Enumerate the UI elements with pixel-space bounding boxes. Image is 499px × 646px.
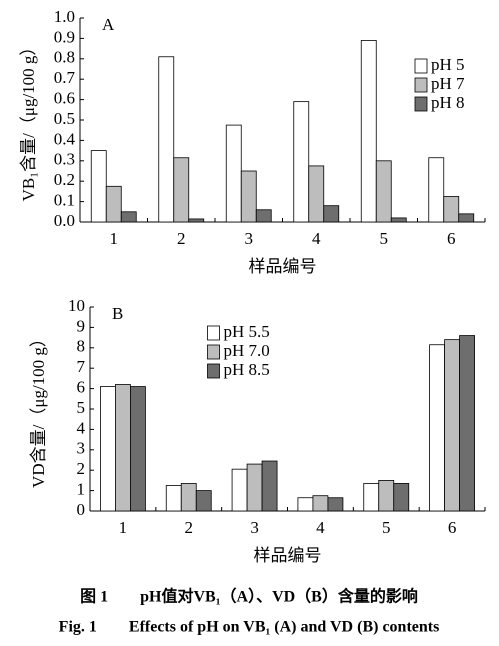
bar bbox=[173, 157, 190, 223]
bar bbox=[458, 213, 475, 223]
bar bbox=[428, 157, 445, 223]
bar bbox=[459, 335, 475, 512]
x-tick-label: 4 bbox=[316, 518, 325, 537]
x-tick-label: 1 bbox=[119, 518, 128, 537]
panel-label: B bbox=[112, 304, 123, 323]
legend-label: pH 8.5 bbox=[224, 360, 270, 379]
legend-swatch bbox=[414, 77, 428, 93]
legend-label: pH 5 bbox=[431, 55, 465, 74]
legend-label: pH 7.0 bbox=[224, 341, 270, 360]
y-tick-label: 0 bbox=[77, 500, 86, 519]
bar bbox=[261, 460, 278, 512]
bar bbox=[188, 218, 205, 223]
bar bbox=[312, 495, 329, 512]
bar bbox=[105, 185, 122, 223]
x-tick-label: 5 bbox=[382, 518, 391, 537]
bar bbox=[180, 483, 197, 512]
bar bbox=[375, 160, 392, 223]
bar bbox=[393, 483, 410, 512]
x-tick-label: 2 bbox=[185, 518, 194, 537]
bar bbox=[240, 170, 257, 223]
x-axis-label: 样品编号 bbox=[254, 546, 322, 565]
bar bbox=[429, 344, 445, 512]
y-axis-label: VD含量/（μg/100 g） bbox=[29, 330, 48, 488]
y-tick-label: 2 bbox=[77, 459, 86, 478]
bar bbox=[195, 490, 212, 512]
x-axis-label: 样品编号 bbox=[249, 257, 317, 276]
legend-label: pH 7 bbox=[431, 74, 465, 93]
legend-label: pH 5.5 bbox=[224, 322, 270, 341]
y-tick-label: 3 bbox=[77, 439, 86, 458]
x-tick-label: 2 bbox=[177, 229, 186, 248]
x-tick-label: 6 bbox=[448, 518, 457, 537]
bar bbox=[120, 211, 137, 223]
bar bbox=[444, 339, 460, 512]
y-tick-label: 0.4 bbox=[54, 129, 76, 148]
x-tick-label: 3 bbox=[245, 229, 254, 248]
bar bbox=[327, 497, 344, 512]
x-tick-label: 1 bbox=[110, 229, 119, 248]
bar bbox=[231, 468, 248, 512]
legend-swatch bbox=[414, 58, 428, 74]
y-tick-label: 0.7 bbox=[54, 68, 76, 87]
legend-swatch bbox=[414, 96, 428, 112]
y-tick-label: 8 bbox=[77, 337, 86, 356]
bar bbox=[378, 479, 395, 512]
bar bbox=[115, 384, 131, 512]
bar bbox=[255, 209, 272, 223]
x-tick-label: 4 bbox=[312, 229, 321, 248]
caption-en: Fig. 1 Effects of pH on VB₁ (A) and VD (… bbox=[59, 619, 440, 636]
y-tick-label: 4 bbox=[77, 418, 86, 437]
y-tick-label: 0.0 bbox=[54, 211, 75, 230]
bar bbox=[225, 124, 242, 223]
x-tick-label: 5 bbox=[380, 229, 389, 248]
y-tick-label: 1 bbox=[77, 480, 86, 499]
y-tick-label: 5 bbox=[77, 398, 86, 417]
panel-label: A bbox=[102, 15, 115, 34]
bar bbox=[293, 101, 310, 223]
legend-swatch bbox=[207, 325, 220, 341]
bar bbox=[246, 463, 263, 512]
y-tick-label: 0.5 bbox=[54, 109, 75, 128]
bar bbox=[390, 217, 407, 223]
y-tick-label: 10 bbox=[68, 296, 85, 315]
bar bbox=[165, 485, 182, 512]
bar bbox=[443, 196, 460, 223]
y-tick-label: 7 bbox=[77, 357, 86, 376]
bar bbox=[323, 205, 340, 223]
bar bbox=[308, 165, 325, 223]
y-axis-label: VB₁含量/（μg/100 g） bbox=[19, 39, 38, 202]
y-tick-label: 9 bbox=[77, 316, 86, 335]
y-tick-label: 6 bbox=[77, 378, 86, 397]
x-tick-label: 6 bbox=[447, 229, 456, 248]
bar bbox=[297, 497, 314, 512]
bar bbox=[360, 40, 377, 223]
legend-label: pH 8 bbox=[431, 93, 465, 112]
bar bbox=[90, 150, 107, 223]
bar bbox=[158, 56, 175, 223]
y-tick-label: 0.6 bbox=[54, 89, 75, 108]
y-tick-label: 0.3 bbox=[54, 150, 75, 169]
y-tick-label: 0.2 bbox=[54, 170, 75, 189]
y-tick-label: 0.8 bbox=[54, 48, 75, 67]
legend-swatch bbox=[207, 363, 220, 379]
bar bbox=[363, 483, 380, 512]
x-tick-label: 3 bbox=[250, 518, 259, 537]
y-tick-label: 1.0 bbox=[54, 7, 75, 26]
y-tick-label: 0.1 bbox=[54, 191, 75, 210]
bar bbox=[130, 386, 146, 512]
y-tick-label: 0.9 bbox=[54, 27, 75, 46]
legend-swatch bbox=[207, 344, 220, 360]
bar bbox=[100, 386, 116, 512]
caption-zh: 图 1 pH值对VB₁（A）、VD（B）含量的影响 bbox=[80, 587, 418, 606]
